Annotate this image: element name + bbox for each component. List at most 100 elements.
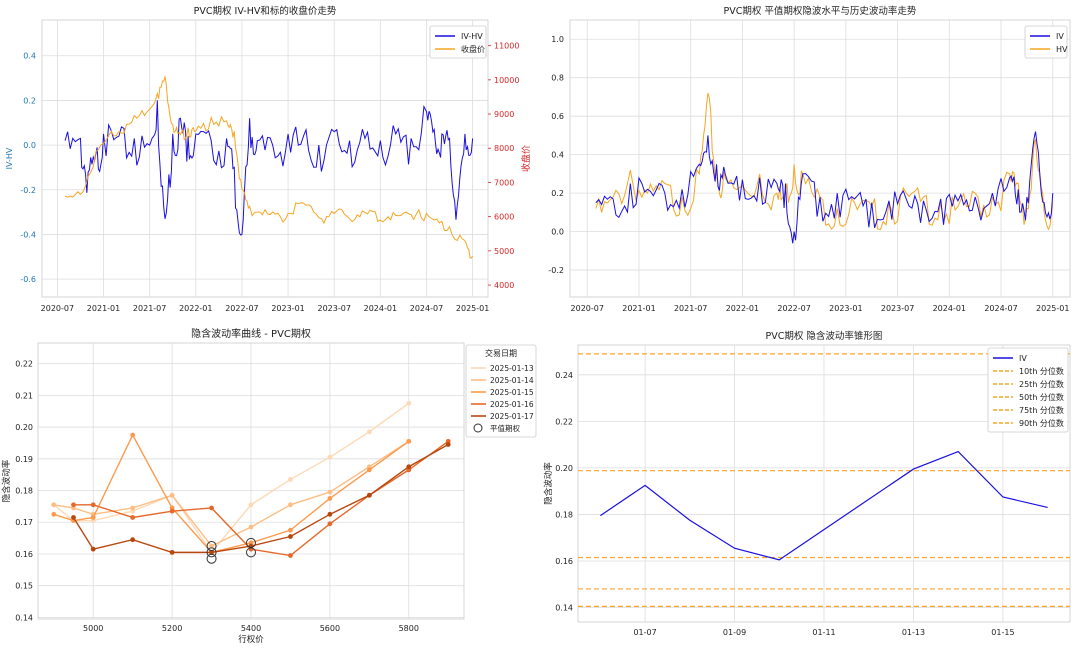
smile-point — [288, 477, 293, 482]
smile-point — [406, 438, 412, 444]
legend-label: 收盘价 — [461, 44, 485, 54]
legend-box — [429, 25, 487, 59]
y-tick-label: 0.16 — [555, 557, 573, 566]
atm-marker — [246, 537, 256, 548]
x-tick-label: 2023-01 — [829, 304, 862, 313]
y-axis-label: 隐含波动率 — [1, 459, 12, 502]
y-axis-label: 隐含波动率 — [543, 462, 554, 505]
x-tick-label: 2020-07 — [571, 304, 604, 313]
atm-iv-hv-chart-svg: PVC期权 平值期权隐波水平与历史波动率走势 2020-07 2021-01 2021… — [548, 5, 1071, 313]
legend-label: IV-HV — [461, 32, 483, 41]
y-tick-label: 0.20 — [555, 464, 573, 473]
y-tick-label: 0.19 — [15, 455, 33, 464]
y-right-tick-label: 4000 — [494, 281, 514, 290]
smile-point — [209, 505, 214, 511]
iv-line — [600, 450, 1048, 561]
x-tick-label: 2021-01 — [622, 304, 655, 313]
chart-title: PVC期权 平值期权隐波水平与历史波动率走势 — [724, 5, 917, 17]
x-tick-label: 01-11 — [812, 628, 835, 637]
x-tick-label: 2022-07 — [225, 304, 258, 313]
atm-marker — [246, 547, 256, 558]
smile-point — [169, 492, 175, 498]
legend-box — [987, 347, 1069, 433]
x-tick-label: 2023-07 — [317, 304, 350, 313]
smile-point — [209, 543, 214, 549]
iv-cone-chart: PVC期权 隐含波动率锥形图 01-07 01-09 01-11 01-13 01-15 0… — [540, 323, 1080, 646]
y-right-tick-label: 11000 — [494, 42, 519, 51]
x-tick-label: 2024-01 — [364, 304, 397, 313]
smile-point — [366, 492, 372, 498]
legend-label: 90th 分位数 — [1019, 418, 1064, 428]
series-line-close-price — [64, 76, 474, 259]
y-right-tick-label: 8000 — [494, 144, 514, 153]
y-right-tick-label: 10000 — [494, 76, 519, 85]
y-tick-label: 0.14 — [15, 613, 33, 622]
x-tick-label: 2023-07 — [881, 304, 914, 313]
smile-point — [209, 549, 214, 555]
y-tick-label: 0.22 — [15, 360, 33, 369]
series-line-iv — [595, 131, 1054, 244]
y-tick-label: 0.22 — [555, 417, 573, 426]
smile-point — [327, 496, 333, 501]
series-line-iv-hv — [64, 100, 474, 236]
legend-label: 10th 分位数 — [1019, 366, 1064, 376]
y-tick-label: 0.20 — [15, 423, 33, 432]
x-tick-label: 2022-07 — [777, 304, 810, 313]
smile-point — [130, 537, 136, 543]
legend-label: 2025-01-13 — [490, 364, 534, 373]
y-tick-label: 0.18 — [555, 510, 573, 519]
x-tick-label: 5600 — [320, 624, 340, 633]
x-tick-label: 2023-01 — [271, 304, 304, 313]
x-tick-label: 2025-01 — [1036, 304, 1069, 313]
y-tick-label: 0.6 — [551, 112, 564, 121]
atm-marker — [206, 553, 217, 564]
legend-label: 75th 分位数 — [1019, 405, 1064, 415]
iv-hv-price-chart-svg: PVC期权 IV-HV和标的收盘价走势 2020-07 2021-01 2021-07… — [5, 5, 532, 313]
plot-area — [569, 19, 1071, 298]
smile-point — [51, 511, 57, 517]
y-tick-label: -0.2 — [20, 186, 36, 195]
x-tick-label: 2022-01 — [179, 304, 212, 313]
y-tick-label: -0.4 — [20, 230, 36, 239]
y-right-tick-label: 7000 — [494, 178, 514, 187]
iv-cone-chart-svg: PVC期权 隐含波动率锥形图 01-07 01-09 01-11 01-13 01-15 0… — [543, 330, 1071, 637]
smile-point — [71, 502, 76, 508]
legend-label: 2025-01-15 — [490, 388, 534, 397]
chart-title: PVC期权 隐含波动率锥形图 — [766, 330, 883, 342]
smile-point — [90, 502, 96, 508]
smile-point — [130, 505, 136, 511]
x-tick-label: 2022-01 — [726, 304, 759, 313]
legend-label: 25th 分位数 — [1019, 379, 1064, 389]
smile-point — [445, 442, 451, 447]
atm-marker — [206, 547, 217, 558]
x-tick-label: 2025-01 — [456, 304, 489, 313]
smile-point — [248, 502, 254, 508]
x-tick-label: 01-13 — [902, 628, 925, 637]
smile-point — [327, 511, 333, 517]
y-tick-label: 0.0 — [551, 228, 564, 237]
chart-title: PVC期权 IV-HV和标的收盘价走势 — [194, 5, 337, 17]
smile-point — [169, 549, 175, 555]
legend-label: 50th 分位数 — [1019, 392, 1064, 402]
y-tick-label: 0.21 — [15, 391, 33, 400]
smile-point — [366, 467, 372, 473]
iv-smile-chart-svg: 隐含波动率曲线 - PVC期权 5000 5200 5400 5600 5800 0.14 0… — [1, 327, 537, 645]
y-right-tick-label: 9000 — [494, 110, 514, 119]
atm-iv-hv-chart: PVC期权 平值期权隐波水平与历史波动率走势 2020-07 2021-01 2021… — [540, 0, 1080, 323]
plot-area — [41, 19, 489, 298]
legend-label: IV — [1019, 354, 1027, 363]
legend-atm-swatch — [473, 423, 483, 433]
smile-point — [90, 515, 96, 520]
y-right-tick-label: 5000 — [494, 247, 514, 256]
smile-point — [71, 515, 76, 520]
y-right-axis-label: 收盘价 — [520, 145, 532, 172]
x-tick-label: 5400 — [241, 624, 261, 633]
y-tick-label: 0.4 — [551, 151, 564, 160]
y-tick-label: -0.6 — [20, 275, 36, 284]
smile-point — [406, 464, 412, 470]
y-tick-label: 0.24 — [555, 371, 573, 380]
smile-point — [288, 502, 293, 508]
legend-label: HV — [1056, 45, 1068, 54]
legend-title: 交易日期 — [485, 348, 517, 358]
y-tick-label: 0.14 — [555, 604, 573, 613]
